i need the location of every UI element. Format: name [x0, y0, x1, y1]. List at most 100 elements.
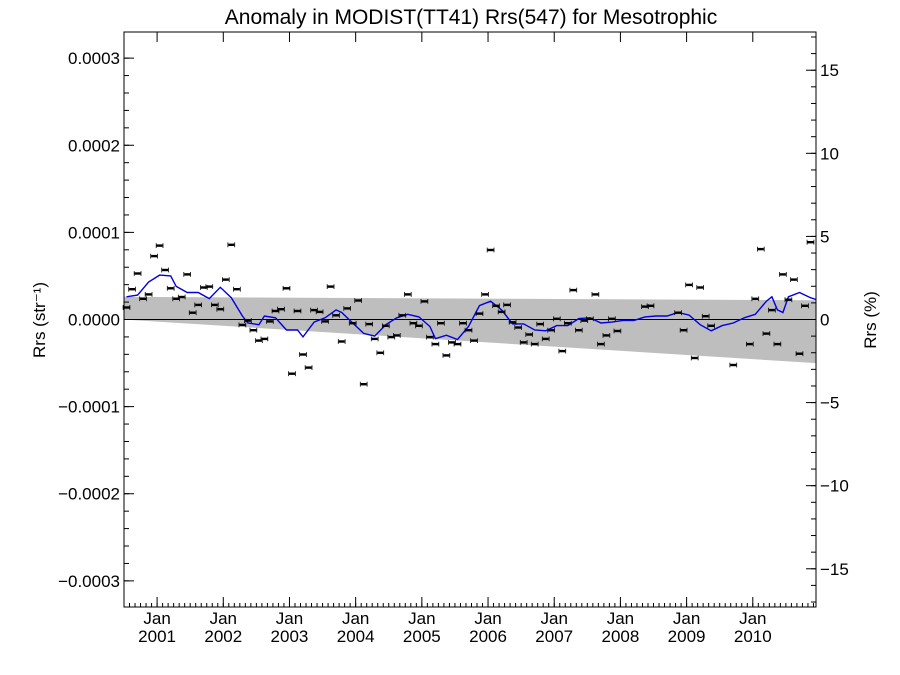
monthly-anomaly-point — [525, 332, 533, 337]
y-axis-label-right: Rrs (%) — [861, 291, 880, 349]
monthly-anomaly-point — [707, 323, 715, 329]
monthly-anomaly-point — [398, 312, 407, 318]
monthly-anomaly-point — [420, 299, 429, 304]
monthly-anomaly-point — [690, 355, 699, 361]
point-bar — [338, 340, 345, 343]
monthly-anomaly-point — [403, 292, 412, 297]
point-bar — [222, 278, 229, 281]
point-bar — [526, 333, 533, 336]
point-bar — [355, 299, 362, 302]
point-bar — [311, 308, 318, 312]
point-bar — [393, 334, 400, 337]
monthly-anomaly-point — [293, 308, 302, 314]
monthly-anomaly-point — [536, 321, 544, 327]
point-bar — [151, 254, 158, 258]
monthly-anomaly-point — [221, 277, 230, 282]
point-bar — [493, 304, 500, 307]
point-bar — [471, 339, 477, 342]
point-bar — [250, 329, 257, 332]
monthly-anomaly-point — [161, 267, 169, 273]
point-bar — [239, 323, 246, 327]
point-bar — [206, 285, 213, 288]
point-bar — [371, 337, 378, 341]
point-bar — [266, 320, 273, 323]
y-tick-label-right: 10 — [820, 144, 839, 163]
monthly-anomaly-point — [486, 247, 495, 253]
point-bar — [437, 322, 444, 325]
monthly-anomaly-point — [426, 334, 434, 340]
point-bar — [774, 342, 781, 346]
point-bar — [691, 356, 698, 360]
point-bar — [454, 342, 461, 346]
monthly-anomaly-point — [442, 353, 451, 358]
point-bar — [537, 322, 544, 326]
point-bar — [597, 342, 604, 346]
y-tick-label-left: 0.0002 — [68, 136, 120, 155]
point-bar — [189, 311, 196, 314]
x-tick-label-month: Jan — [408, 609, 435, 628]
x-tick-label-month: Jan — [143, 609, 170, 628]
point-bar — [278, 308, 284, 311]
point-bar — [123, 306, 130, 309]
point-bar — [614, 329, 621, 333]
point-bar — [647, 304, 654, 307]
point-bar — [586, 317, 593, 320]
x-tick-label-year: 2007 — [535, 627, 573, 646]
monthly-anomaly-point — [326, 284, 335, 289]
point-bar — [708, 324, 715, 327]
monthly-anomaly-point — [613, 328, 622, 334]
monthly-anomaly-point — [205, 284, 214, 289]
monthly-anomaly-point — [348, 320, 357, 326]
monthly-anomaly-point — [315, 309, 324, 315]
y-tick-label-left: −0.0001 — [58, 398, 120, 417]
x-tick-label-month: Jan — [276, 609, 303, 628]
point-bar — [305, 366, 312, 369]
point-bar — [294, 309, 301, 313]
monthly-anomaly-point — [238, 322, 247, 328]
point-bar — [261, 337, 268, 341]
y-tick-label-left: 0.0001 — [68, 223, 120, 242]
point-bar — [410, 322, 417, 325]
monthly-anomaly-point — [519, 340, 528, 345]
point-bar — [289, 372, 295, 375]
point-bar — [272, 309, 279, 313]
monthly-anomaly-point — [746, 341, 754, 347]
monthly-anomaly-point — [558, 348, 567, 354]
point-bar — [608, 317, 615, 320]
point-bar — [476, 312, 483, 315]
monthly-anomaly-point — [266, 319, 274, 324]
monthly-anomaly-point — [370, 336, 379, 342]
y-tick-label-right: −5 — [820, 394, 839, 413]
monthly-anomaly-point — [547, 327, 555, 333]
point-bar — [796, 352, 803, 355]
point-bar — [300, 353, 306, 356]
point-bar — [178, 295, 185, 299]
monthly-anomaly-point — [459, 320, 467, 326]
point-bar — [195, 303, 202, 307]
point-bar — [730, 363, 737, 367]
monthly-anomaly-point — [779, 272, 787, 277]
monthly-anomaly-point — [773, 341, 782, 347]
y-tick-label-right: −10 — [820, 477, 849, 496]
monthly-anomaly-point — [564, 320, 572, 326]
point-bar — [504, 303, 511, 307]
monthly-anomaly-point — [608, 316, 616, 322]
point-bar — [244, 319, 251, 322]
point-bar — [421, 300, 428, 303]
monthly-anomaly-point — [768, 307, 776, 313]
point-bar — [156, 244, 163, 247]
x-tick-label-year: 2005 — [403, 627, 441, 646]
point-bar — [790, 278, 797, 281]
monthly-anomaly-point — [244, 318, 252, 323]
point-bar — [802, 304, 808, 307]
point-bar — [509, 321, 516, 324]
x-tick-label-month: Jan — [342, 609, 369, 628]
monthly-anomaly-point — [210, 302, 219, 308]
point-bar — [134, 272, 141, 275]
monthly-anomaly-point — [475, 311, 484, 316]
point-bar — [531, 342, 538, 346]
point-bar — [217, 308, 224, 311]
point-bar — [360, 383, 367, 386]
monthly-anomaly-point — [321, 319, 329, 324]
monthly-anomaly-point — [591, 292, 600, 297]
